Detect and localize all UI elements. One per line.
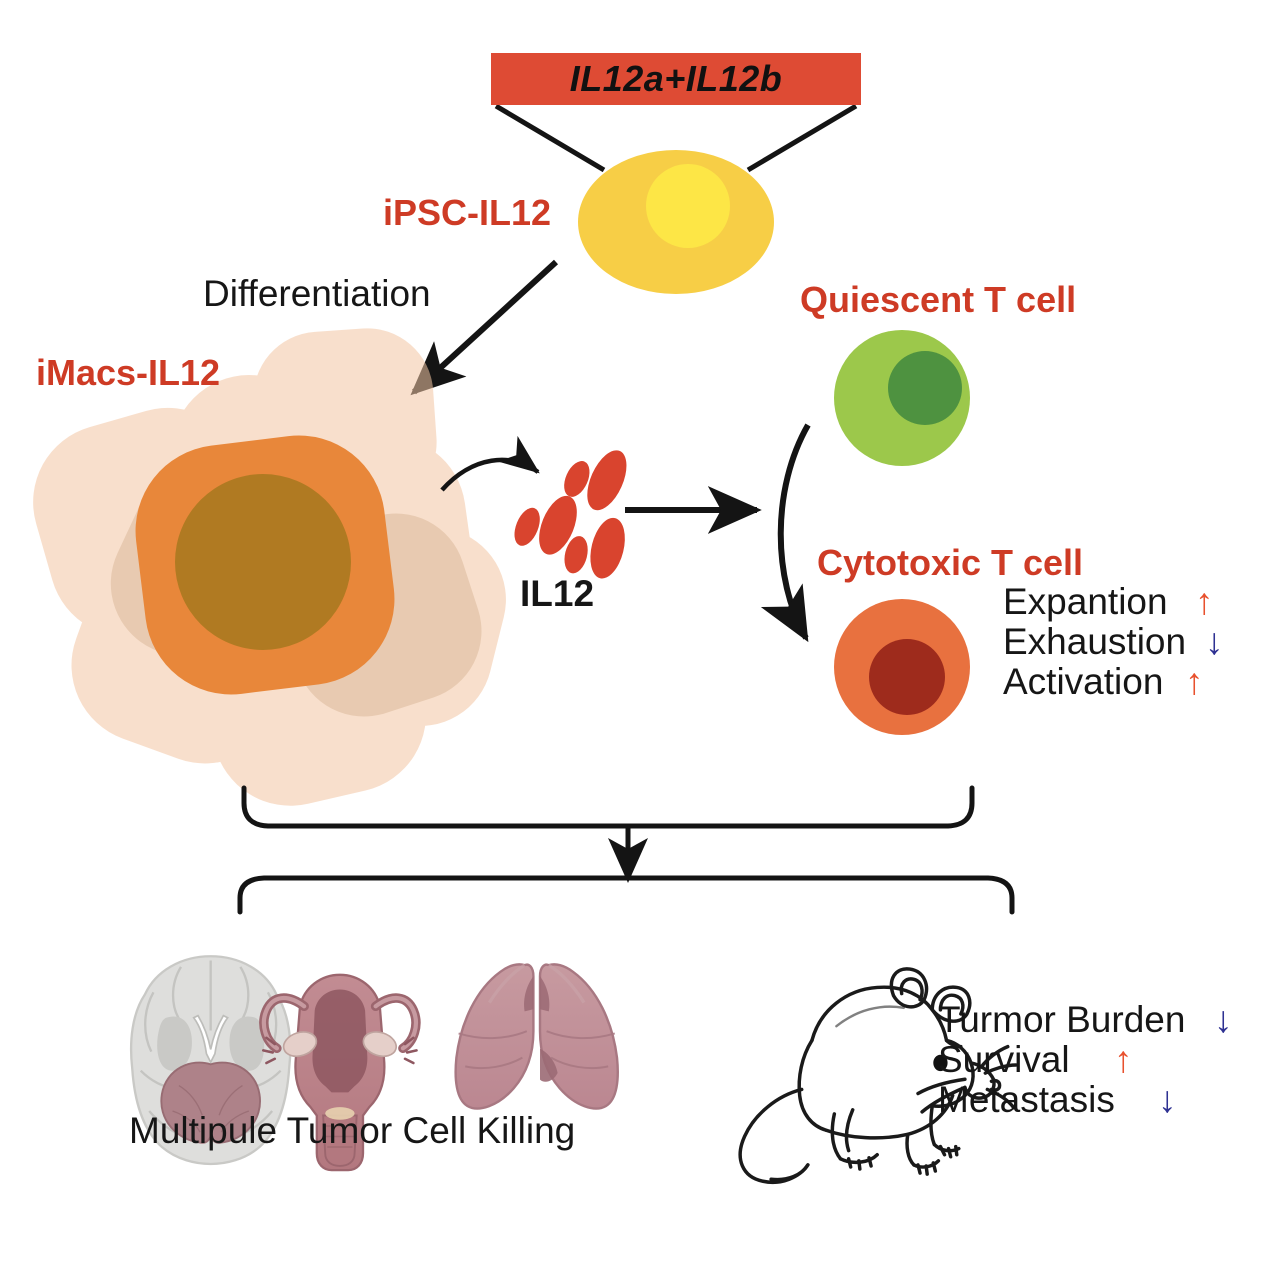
mouse-outcome-row: Survival ↑ [938,1038,1233,1080]
arrow-up-icon: ↑ [1195,581,1214,622]
mouse-outcome-label: Turmor Burden [938,999,1186,1040]
cytotoxic-t-cell-glyph [834,599,970,735]
arrow-down-icon: ↓ [1205,620,1224,662]
tcell-effect-label: Activation [1003,660,1164,702]
tcell-effect-row: Expantion ↑ [1003,582,1224,622]
mouse-outcome-row: Turmor Burden ↓ [938,1000,1233,1040]
outcome-caption: Multipule Tumor Cell Killing [129,1110,576,1151]
upper-brace [241,785,975,829]
tcell-effect-row: Activation ↑ [1003,660,1224,702]
quiescent-t-cell-label: Quiescent T cell [800,279,1077,320]
il12-label: IL12 [520,573,595,614]
ipsc-cell-glyph [578,150,774,294]
gene-banner: IL12a+IL12b [491,53,861,105]
tcell-effect-row: Exhaustion ↓ [1003,620,1224,662]
brain-organ-glyph [129,955,292,1166]
differentiation-label: Differentiation [203,273,431,314]
ipsc-cell-label: iPSC-IL12 [383,192,552,233]
tcell-effects-list: Expantion ↑ Exhaustion ↓ Activation ↑ [1003,582,1224,702]
macrophage-cluster-glyph [33,328,506,806]
mouse-outcome-label: Survival [938,1038,1070,1080]
arrow-down-icon: ↓ [1158,1078,1177,1120]
mouse-outcome-row: Metastasis ↓ [938,1078,1233,1120]
activation-curved-arrow [760,423,811,643]
arrow-up-icon: ↑ [1114,1038,1133,1080]
imacs-cell-label: iMacs-IL12 [36,352,221,393]
uterus-organ-glyph [259,973,421,1172]
mouse-glyph [738,967,1018,1184]
tcell-effect-label: Expantion [1003,581,1168,622]
mouse-outcomes-list: Turmor Burden ↓ Survival ↑ Metastasis ↓ [938,1000,1233,1120]
cytotoxic-t-cell-label: Cytotoxic T cell [817,542,1084,583]
differentiation-arrow [410,259,559,396]
gene-to-ipsc-connectors [494,103,858,173]
lower-brace [237,875,1015,915]
il12-molecules-glyph [514,450,627,579]
tcell-effect-label: Exhaustion [1003,620,1187,662]
gene-banner-label: IL12a+IL12b [569,58,783,99]
mouse-outcome-label: Metastasis [938,1078,1115,1120]
secretion-arrow [440,435,540,492]
arrow-down-icon: ↓ [1214,999,1233,1040]
quiescent-t-cell-glyph [834,330,970,466]
arrow-up-icon: ↑ [1185,660,1204,702]
macrophage-nucleus [175,474,351,650]
lungs-organ-glyph [454,963,619,1110]
